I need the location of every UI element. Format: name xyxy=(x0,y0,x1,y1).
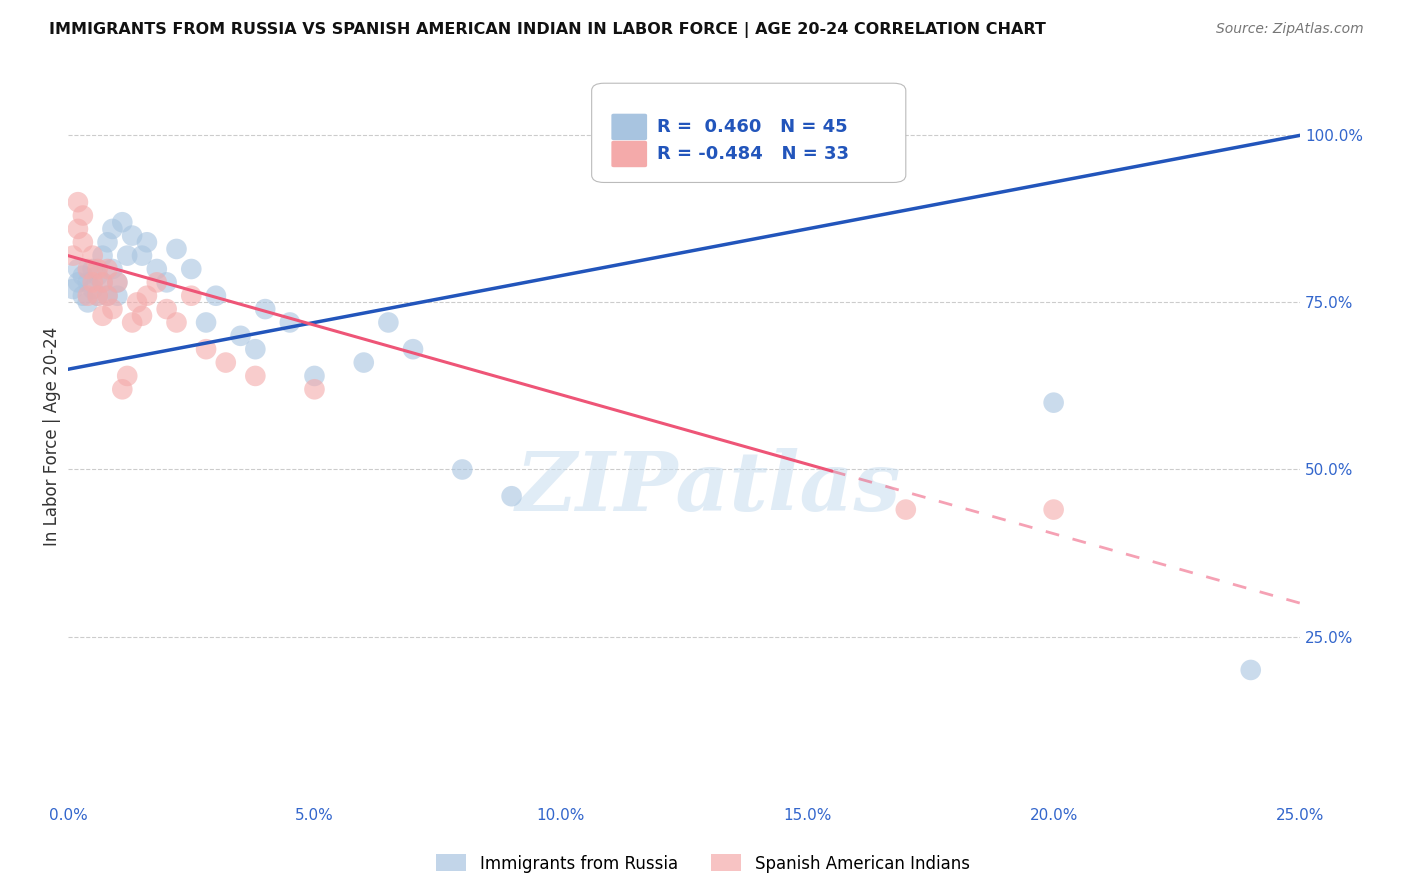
Point xyxy=(377,316,399,330)
Text: ZIPatlas: ZIPatlas xyxy=(516,448,901,527)
Point xyxy=(229,328,252,343)
Point xyxy=(131,309,153,323)
Point xyxy=(648,155,671,169)
Point xyxy=(91,276,114,290)
Point xyxy=(72,289,94,303)
Point xyxy=(82,249,104,263)
Point xyxy=(96,289,118,303)
Point xyxy=(166,242,188,256)
Point xyxy=(195,342,218,356)
Point xyxy=(125,295,148,310)
Point xyxy=(86,262,108,277)
Point xyxy=(105,276,128,290)
Point xyxy=(86,268,108,283)
Point xyxy=(66,262,89,277)
Point xyxy=(66,276,89,290)
Point xyxy=(215,355,238,369)
Point xyxy=(76,262,98,277)
Point xyxy=(76,276,98,290)
Point xyxy=(72,268,94,283)
Point xyxy=(76,289,98,303)
Point xyxy=(180,262,202,277)
Point xyxy=(245,368,267,383)
Point xyxy=(501,489,523,503)
Point xyxy=(96,262,118,277)
Point xyxy=(723,142,745,156)
Point xyxy=(156,302,179,317)
Point xyxy=(304,368,326,383)
Point xyxy=(101,222,124,236)
Point xyxy=(245,342,267,356)
Point xyxy=(451,462,474,476)
Text: R =  0.460   N = 45: R = 0.460 N = 45 xyxy=(657,118,848,136)
Point xyxy=(96,235,118,250)
Point xyxy=(180,289,202,303)
Legend: Immigrants from Russia, Spanish American Indians: Immigrants from Russia, Spanish American… xyxy=(430,847,976,880)
Point xyxy=(115,249,138,263)
Point xyxy=(66,195,89,210)
Point xyxy=(86,289,108,303)
Point xyxy=(821,128,844,143)
Point xyxy=(1042,395,1064,409)
Point xyxy=(72,209,94,223)
Point xyxy=(1042,502,1064,516)
Point xyxy=(91,249,114,263)
Point xyxy=(894,502,917,516)
Text: R = -0.484   N = 33: R = -0.484 N = 33 xyxy=(657,145,849,163)
Point xyxy=(91,276,114,290)
Point xyxy=(76,295,98,310)
Point xyxy=(353,355,375,369)
Point xyxy=(254,302,277,317)
Point xyxy=(101,262,124,277)
Point xyxy=(195,316,218,330)
Point xyxy=(121,316,143,330)
Y-axis label: In Labor Force | Age 20-24: In Labor Force | Age 20-24 xyxy=(44,326,60,546)
Text: IMMIGRANTS FROM RUSSIA VS SPANISH AMERICAN INDIAN IN LABOR FORCE | AGE 20-24 COR: IMMIGRANTS FROM RUSSIA VS SPANISH AMERIC… xyxy=(49,22,1046,38)
Point xyxy=(304,382,326,396)
Point xyxy=(101,302,124,317)
Point xyxy=(136,289,159,303)
Point xyxy=(105,276,128,290)
Point xyxy=(82,282,104,296)
Point xyxy=(402,342,425,356)
Point xyxy=(82,276,104,290)
Point xyxy=(105,289,128,303)
Point xyxy=(156,276,179,290)
Point xyxy=(121,228,143,243)
Point xyxy=(111,215,134,229)
Text: Source: ZipAtlas.com: Source: ZipAtlas.com xyxy=(1216,22,1364,37)
FancyBboxPatch shape xyxy=(612,113,647,140)
Point xyxy=(205,289,228,303)
Point xyxy=(136,235,159,250)
Point xyxy=(66,222,89,236)
Point xyxy=(82,262,104,277)
Point xyxy=(278,316,301,330)
FancyBboxPatch shape xyxy=(592,83,905,183)
Point xyxy=(1240,663,1263,677)
Point xyxy=(96,289,118,303)
Point xyxy=(146,276,169,290)
Point xyxy=(86,289,108,303)
Point xyxy=(91,309,114,323)
Point xyxy=(166,316,188,330)
Point xyxy=(146,262,169,277)
Point xyxy=(62,249,84,263)
Point xyxy=(62,282,84,296)
FancyBboxPatch shape xyxy=(612,141,647,167)
Point xyxy=(111,382,134,396)
Point xyxy=(131,249,153,263)
Point xyxy=(115,368,138,383)
Point xyxy=(72,235,94,250)
